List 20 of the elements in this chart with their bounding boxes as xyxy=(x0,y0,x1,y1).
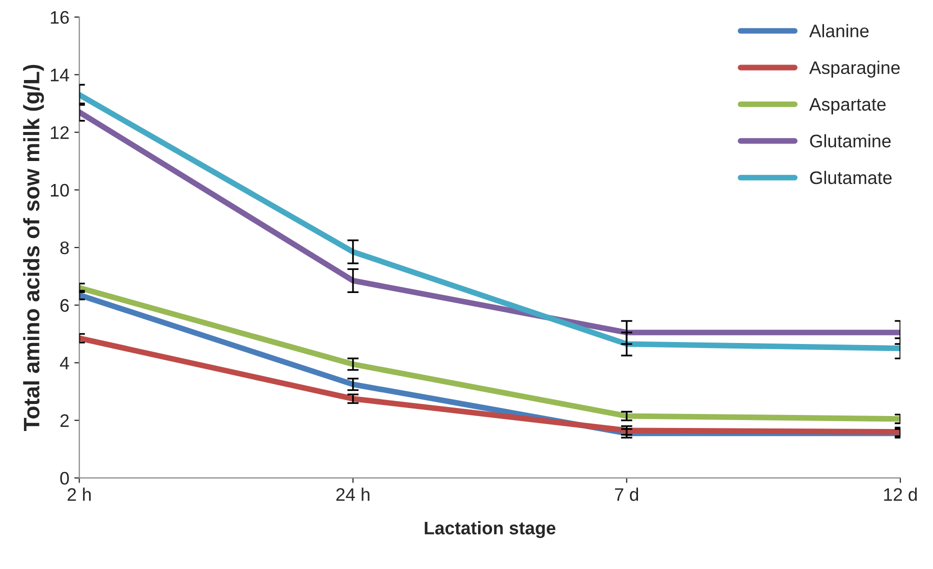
y-tick-label: 16 xyxy=(50,11,69,24)
legend-label: Asparagine xyxy=(809,60,900,78)
x-tick-label: 2 h xyxy=(68,488,91,501)
y-tick-label: 6 xyxy=(60,299,69,312)
y-tick-label: 0 xyxy=(60,472,69,485)
y-tick-label: 12 xyxy=(50,126,69,139)
y-tick-label: 2 xyxy=(60,414,69,427)
x-tick-label: 12 d xyxy=(884,488,917,501)
x-axis-title: Lactation stage xyxy=(424,521,556,538)
y-tick-label: 4 xyxy=(60,356,70,370)
legend-label: Glutamine xyxy=(810,134,891,148)
y-axis-title: Total amino acids of sow milk (g/L) xyxy=(23,64,44,432)
legend-label: Glutamate xyxy=(810,170,892,184)
x-tick-label: 7 d xyxy=(615,488,638,501)
y-tick-label: 10 xyxy=(50,184,69,197)
legend-label: Alanine xyxy=(809,24,869,38)
y-tick-label: 8 xyxy=(60,241,69,254)
legend-label: Aspartate xyxy=(809,98,886,114)
x-tick-label: 24 h xyxy=(336,488,370,501)
y-tick-label: 14 xyxy=(50,68,70,82)
